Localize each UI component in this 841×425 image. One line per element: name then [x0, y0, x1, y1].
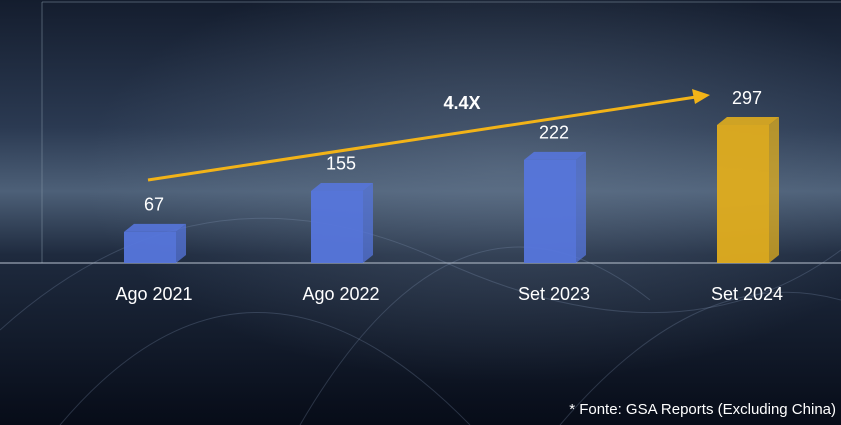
bar-top	[311, 183, 373, 191]
bar-front	[124, 232, 176, 263]
footnote: * Fonte: GSA Reports (Excluding China)	[569, 401, 836, 418]
bar-front	[311, 191, 363, 263]
x-tick-label: Set 2023	[518, 284, 590, 304]
bar-side	[769, 117, 779, 263]
value-label: 155	[326, 154, 356, 174]
page: {"chart_data": {"type": "bar", "categori…	[0, 0, 841, 425]
bar	[717, 117, 779, 263]
bar	[124, 224, 186, 263]
bar-top	[524, 152, 586, 160]
chart: 4.4X * Fonte: GSA Reports (Excluding Chi…	[0, 0, 841, 425]
bar-front	[717, 125, 769, 263]
x-tick-label: Set 2024	[711, 284, 783, 304]
bar-top	[124, 224, 186, 232]
x-tick-label: Ago 2022	[302, 284, 379, 304]
bar	[311, 183, 373, 263]
value-label: 67	[144, 195, 164, 215]
annotation: 4.4X	[443, 93, 480, 113]
bar-front	[524, 160, 576, 263]
value-label: 297	[732, 88, 762, 108]
x-tick-label: Ago 2021	[115, 284, 192, 304]
bar-top	[717, 117, 779, 125]
bar	[524, 152, 586, 263]
bar-side	[576, 152, 586, 263]
value-label: 222	[539, 123, 569, 143]
bar-side	[363, 183, 373, 263]
